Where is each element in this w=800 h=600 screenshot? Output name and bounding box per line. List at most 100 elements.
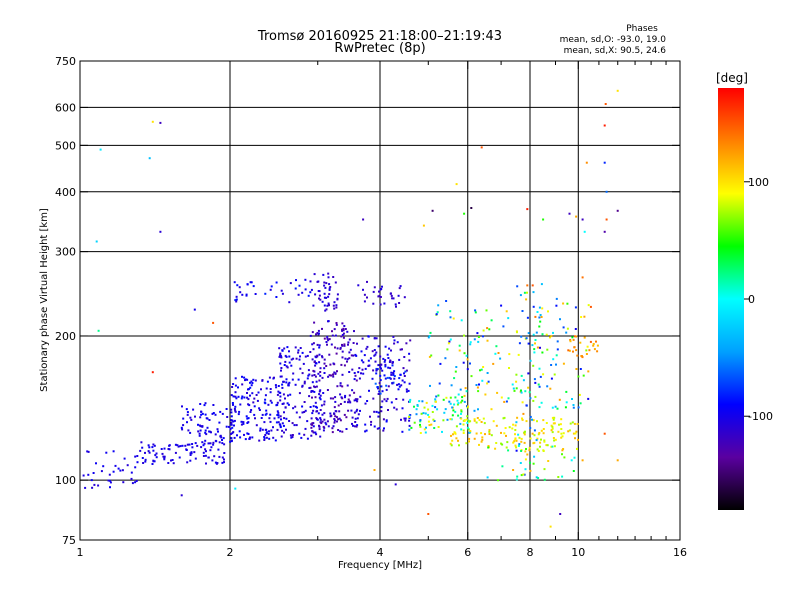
data-point	[308, 387, 311, 389]
data-point	[181, 444, 184, 447]
data-point	[328, 353, 331, 356]
data-point	[520, 474, 523, 477]
data-point	[469, 362, 471, 365]
data-point	[525, 420, 528, 423]
data-point	[310, 288, 313, 291]
data-point	[437, 304, 440, 307]
data-point	[522, 379, 525, 382]
data-point	[309, 280, 312, 283]
data-point	[282, 424, 285, 427]
data-point	[312, 348, 315, 351]
data-point	[189, 431, 192, 434]
data-point	[343, 343, 346, 346]
data-point	[221, 456, 224, 459]
data-point	[272, 426, 274, 429]
data-point	[336, 298, 339, 301]
data-point	[528, 391, 531, 394]
data-point	[322, 273, 325, 276]
data-point	[298, 392, 301, 395]
data-point	[226, 416, 229, 418]
data-point	[350, 354, 353, 357]
data-point	[108, 479, 111, 482]
data-point	[294, 405, 297, 408]
data-point	[573, 422, 576, 425]
data-point	[243, 433, 245, 436]
data-point	[264, 428, 267, 431]
data-point	[395, 408, 398, 411]
data-point	[407, 389, 410, 392]
data-point	[200, 410, 203, 413]
data-point	[549, 387, 552, 390]
data-point	[566, 302, 569, 305]
x-tick-label: 6	[464, 546, 471, 559]
data-point	[260, 417, 263, 419]
data-point	[275, 404, 278, 407]
data-point	[190, 452, 193, 455]
data-point	[398, 358, 401, 361]
y-tick-label: 100	[55, 474, 76, 487]
data-point	[232, 431, 235, 434]
data-point	[488, 433, 491, 435]
data-point	[323, 296, 326, 299]
data-point	[290, 358, 293, 361]
data-point	[428, 355, 431, 358]
data-point	[197, 423, 199, 426]
data-point	[345, 416, 348, 419]
data-point	[353, 372, 356, 374]
data-point	[399, 348, 402, 351]
data-point	[449, 396, 452, 399]
data-point	[234, 409, 237, 412]
data-point	[318, 353, 321, 356]
data-point	[469, 430, 472, 433]
data-point	[583, 336, 586, 339]
data-point	[230, 408, 233, 411]
data-point	[347, 401, 349, 404]
data-point	[141, 457, 144, 459]
data-point	[403, 372, 405, 375]
data-point	[265, 387, 268, 390]
data-point	[170, 459, 172, 462]
data-point	[408, 424, 411, 427]
data-point	[585, 353, 588, 355]
data-point	[486, 339, 489, 342]
data-point	[292, 407, 295, 410]
data-point	[295, 279, 297, 282]
data-point	[284, 354, 287, 357]
data-point	[235, 300, 238, 303]
data-point	[378, 294, 381, 297]
data-point	[362, 218, 365, 221]
data-point	[439, 362, 442, 365]
data-point	[289, 282, 292, 285]
data-point	[393, 370, 396, 373]
data-point	[311, 423, 314, 426]
data-point	[295, 411, 298, 414]
data-point	[449, 316, 452, 319]
data-point	[327, 320, 330, 323]
data-point	[95, 240, 98, 243]
data-point	[314, 364, 317, 367]
data-point	[291, 434, 294, 436]
data-point	[503, 400, 506, 403]
data-point	[538, 325, 541, 328]
data-point	[155, 452, 158, 455]
data-point	[391, 382, 394, 385]
data-point	[449, 442, 452, 445]
data-point	[336, 347, 339, 350]
data-point	[342, 336, 345, 339]
data-point	[512, 387, 515, 390]
data-point	[473, 409, 476, 412]
data-point	[486, 476, 489, 479]
data-point	[375, 369, 378, 372]
data-point	[462, 361, 465, 364]
data-point	[311, 358, 314, 361]
data-point	[368, 389, 370, 392]
data-point	[339, 382, 342, 385]
data-point	[352, 354, 355, 357]
data-point	[199, 429, 202, 432]
data-point	[568, 212, 571, 215]
data-point	[451, 439, 454, 442]
data-point	[405, 342, 408, 345]
data-point	[341, 322, 344, 325]
data-point	[372, 397, 375, 400]
data-point	[454, 410, 457, 413]
